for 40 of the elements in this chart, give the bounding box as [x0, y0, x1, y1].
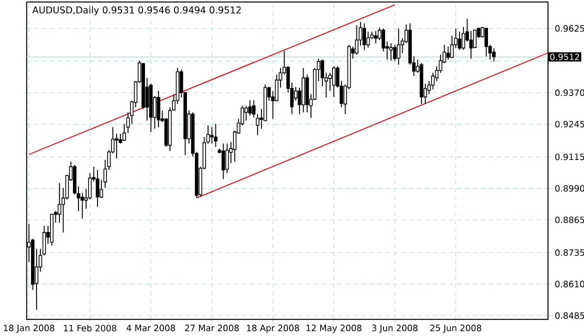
candlestick [396, 28, 400, 66]
candlestick [362, 22, 366, 50]
candlestick [389, 42, 393, 62]
candlestick [450, 35, 454, 59]
x-tick-label: 4 Mar 2008 [126, 324, 176, 332]
candlestick [446, 46, 450, 60]
y-tick-label: 0.8485 [555, 312, 584, 319]
y-tick-label: 0.8735 [555, 249, 584, 256]
candlestick [96, 170, 100, 208]
candlestick [492, 48, 496, 62]
x-tick-label: 12 May 2008 [306, 324, 362, 333]
candlestick [214, 123, 218, 148]
candlestick [332, 66, 336, 98]
y-tick-label: 0.9115 [555, 154, 584, 160]
candlestick [354, 24, 358, 56]
y-tick-label: 0.9625 [555, 25, 584, 32]
candlestick [484, 27, 488, 57]
y-tick-label: 0.9370 [555, 89, 584, 96]
y-tick-label: 0.8990 [555, 185, 584, 192]
y-tick-label: 0.8865 [555, 216, 584, 224]
chart-title: AUDUSD,Daily 0.9531 0.9546 0.9494 0.9512 [32, 6, 241, 16]
x-tick-label: 3 Jun 2008 [372, 324, 418, 333]
x-tick-label: 11 Feb 2008 [64, 324, 116, 332]
candlestick [244, 105, 248, 122]
y-tick-label: 0.9245 [555, 120, 584, 128]
candlestick [156, 90, 160, 128]
candlestick [458, 31, 462, 50]
candlestick [222, 143, 226, 180]
x-tick-label: 27 Mar 2008 [185, 324, 239, 332]
candlestick [210, 126, 214, 144]
candlestick [431, 72, 435, 90]
x-tick-label: 25 Jun 2008 [430, 324, 482, 333]
candlestick [58, 182, 62, 224]
x-tick-label: 18 Jan 2008 [4, 324, 54, 333]
x-tick-label: 18 Apr 2008 [247, 324, 300, 333]
y-tick-label: 0.8610 [555, 280, 584, 288]
candlestick [374, 30, 378, 44]
candlestick [366, 31, 370, 48]
ref-line-label: 0.9512 [550, 54, 580, 60]
candlestick [469, 30, 473, 60]
